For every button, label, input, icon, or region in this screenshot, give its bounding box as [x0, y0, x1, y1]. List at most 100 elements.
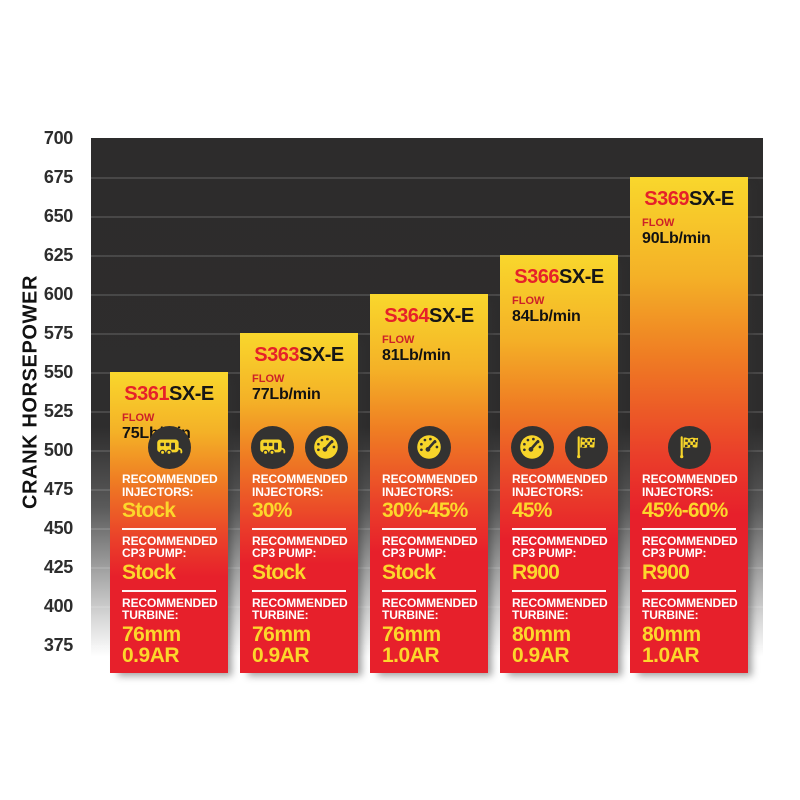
bar-specs: RECOMMENDED INJECTORS: 45%-60% RECOMMEND…: [630, 425, 748, 673]
gridline: [91, 216, 763, 218]
divider: [252, 527, 346, 530]
bar-head: S364SX-E FLOW 81Lb/min: [370, 294, 488, 365]
icons-row: [250, 425, 348, 469]
chart-bar-s361: S361SX-E FLOW 75Lb/min RECOMMENDED INJEC…: [110, 372, 228, 673]
injectors-value: 30%: [252, 499, 292, 523]
y-tick-label: 700: [43, 128, 73, 148]
y-tick-label: 650: [43, 206, 73, 226]
injectors-value: 45%: [512, 499, 552, 523]
gridline: [91, 177, 763, 179]
icons-row: [122, 425, 216, 469]
y-tick-label: 500: [43, 440, 73, 460]
chart-bar-s369: S369SX-E FLOW 90Lb/min RECOMMENDED INJEC…: [630, 177, 748, 673]
divider: [382, 527, 476, 530]
turbine-ar: 1.0AR: [642, 644, 700, 667]
flow-value: 90Lb/min: [642, 230, 711, 247]
flow-label: FLOW: [252, 373, 285, 385]
bar-title: S366SX-E: [512, 266, 606, 289]
y-tick-label: 575: [43, 323, 73, 343]
y-tick-label: 675: [43, 167, 73, 187]
y-tick-label: 475: [43, 479, 73, 499]
injectors-value: Stock: [122, 499, 176, 523]
model-series: SX-E: [169, 383, 214, 405]
divider: [252, 589, 346, 592]
bar-head: S366SX-E FLOW 84Lb/min: [500, 255, 618, 326]
bar-specs: RECOMMENDED INJECTORS: 45% RECOMMENDED C…: [500, 425, 618, 673]
divider: [512, 589, 606, 592]
flow-label: FLOW: [512, 295, 545, 307]
divider: [642, 589, 736, 592]
pump-label: RECOMMENDED CP3 PUMP:: [122, 533, 218, 561]
model-number: S366: [514, 266, 560, 288]
chart-bar-s364: S364SX-E FLOW 81Lb/min RECOMMENDED INJEC…: [370, 294, 488, 673]
flag-icon: [667, 425, 711, 469]
pump-label: RECOMMENDED CP3 PUMP:: [252, 533, 348, 561]
divider: [122, 589, 216, 592]
icons-row: [642, 425, 736, 469]
divider: [122, 527, 216, 530]
bar-specs: RECOMMENDED INJECTORS: 30% RECOMMENDED C…: [240, 425, 358, 673]
turbine-label: RECOMMENDED TURBINE:: [382, 595, 478, 623]
turbine-ar: 1.0AR: [382, 644, 440, 667]
bar-specs: RECOMMENDED INJECTORS: Stock RECOMMENDED…: [110, 425, 228, 673]
injectors-label: RECOMMENDED INJECTORS:: [642, 471, 738, 499]
icons-row: [510, 425, 608, 469]
pump-label: RECOMMENDED CP3 PUMP:: [382, 533, 478, 561]
flow-label: FLOW: [642, 217, 675, 229]
turbine-label: RECOMMENDED TURBINE:: [642, 595, 738, 623]
injectors-label: RECOMMENDED INJECTORS:: [122, 471, 218, 499]
turbine-label: RECOMMENDED TURBINE:: [122, 595, 218, 623]
pump-value: R900: [512, 561, 560, 585]
bar-specs: RECOMMENDED INJECTORS: 30%-45% RECOMMEND…: [370, 425, 488, 673]
divider: [512, 527, 606, 530]
injectors-value: 45%-60%: [642, 499, 728, 523]
model-number: S363: [254, 344, 300, 366]
model-number: S364: [384, 305, 430, 327]
turbine-ar: 0.9AR: [252, 644, 310, 667]
injectors-label: RECOMMENDED INJECTORS:: [512, 471, 608, 499]
model-series: SX-E: [299, 344, 344, 366]
turbine-label: RECOMMENDED TURBINE:: [252, 595, 348, 623]
model-number: S361: [124, 383, 170, 405]
injectors-label: RECOMMENDED INJECTORS:: [252, 471, 348, 499]
pump-value: Stock: [122, 561, 176, 585]
y-tick-label: 600: [43, 284, 73, 304]
flow-value: 77Lb/min: [252, 386, 321, 403]
flow-value: 81Lb/min: [382, 347, 451, 364]
flow-label: FLOW: [122, 412, 155, 424]
turbine-label: RECOMMENDED TURBINE:: [512, 595, 608, 623]
turbine-size: 76mm: [252, 623, 311, 646]
y-axis: 700 675 650 625 600 575 550 525 500 475 450 425 400 3…: [0, 128, 81, 673]
model-series: SX-E: [559, 266, 604, 288]
camper-icon: [250, 425, 294, 469]
divider: [642, 527, 736, 530]
chart-bar-s363: S363SX-E FLOW 77Lb/min RECOMMENDED INJEC…: [240, 333, 358, 673]
pump-label: RECOMMENDED CP3 PUMP:: [642, 533, 738, 561]
flag-icon: [564, 425, 608, 469]
icons-row: [382, 425, 476, 469]
gridline: [91, 255, 763, 257]
gauge-icon: [510, 425, 554, 469]
bar-title: S363SX-E: [252, 344, 346, 367]
pump-value: Stock: [382, 561, 436, 585]
y-tick-label: 375: [43, 635, 73, 655]
flow-value: 84Lb/min: [512, 308, 581, 325]
bar-title: S361SX-E: [122, 383, 216, 406]
injectors-label: RECOMMENDED INJECTORS:: [382, 471, 478, 499]
plot-area: S361SX-E FLOW 75Lb/min RECOMMENDED INJEC…: [91, 138, 763, 673]
turbine-size: 80mm: [512, 623, 571, 646]
bar-head: S363SX-E FLOW 77Lb/min: [240, 333, 358, 404]
y-tick-label: 525: [43, 401, 73, 421]
pump-value: R900: [642, 561, 690, 585]
camper-icon: [147, 425, 191, 469]
model-number: S369: [644, 188, 690, 210]
divider: [382, 589, 476, 592]
turbine-ar: 0.9AR: [122, 644, 180, 667]
turbine-size: 76mm: [382, 623, 441, 646]
bar-title: S364SX-E: [382, 305, 476, 328]
model-series: SX-E: [429, 305, 474, 327]
model-series: SX-E: [689, 188, 734, 210]
injectors-value: 30%-45%: [382, 499, 468, 523]
y-tick-label: 425: [43, 557, 73, 577]
